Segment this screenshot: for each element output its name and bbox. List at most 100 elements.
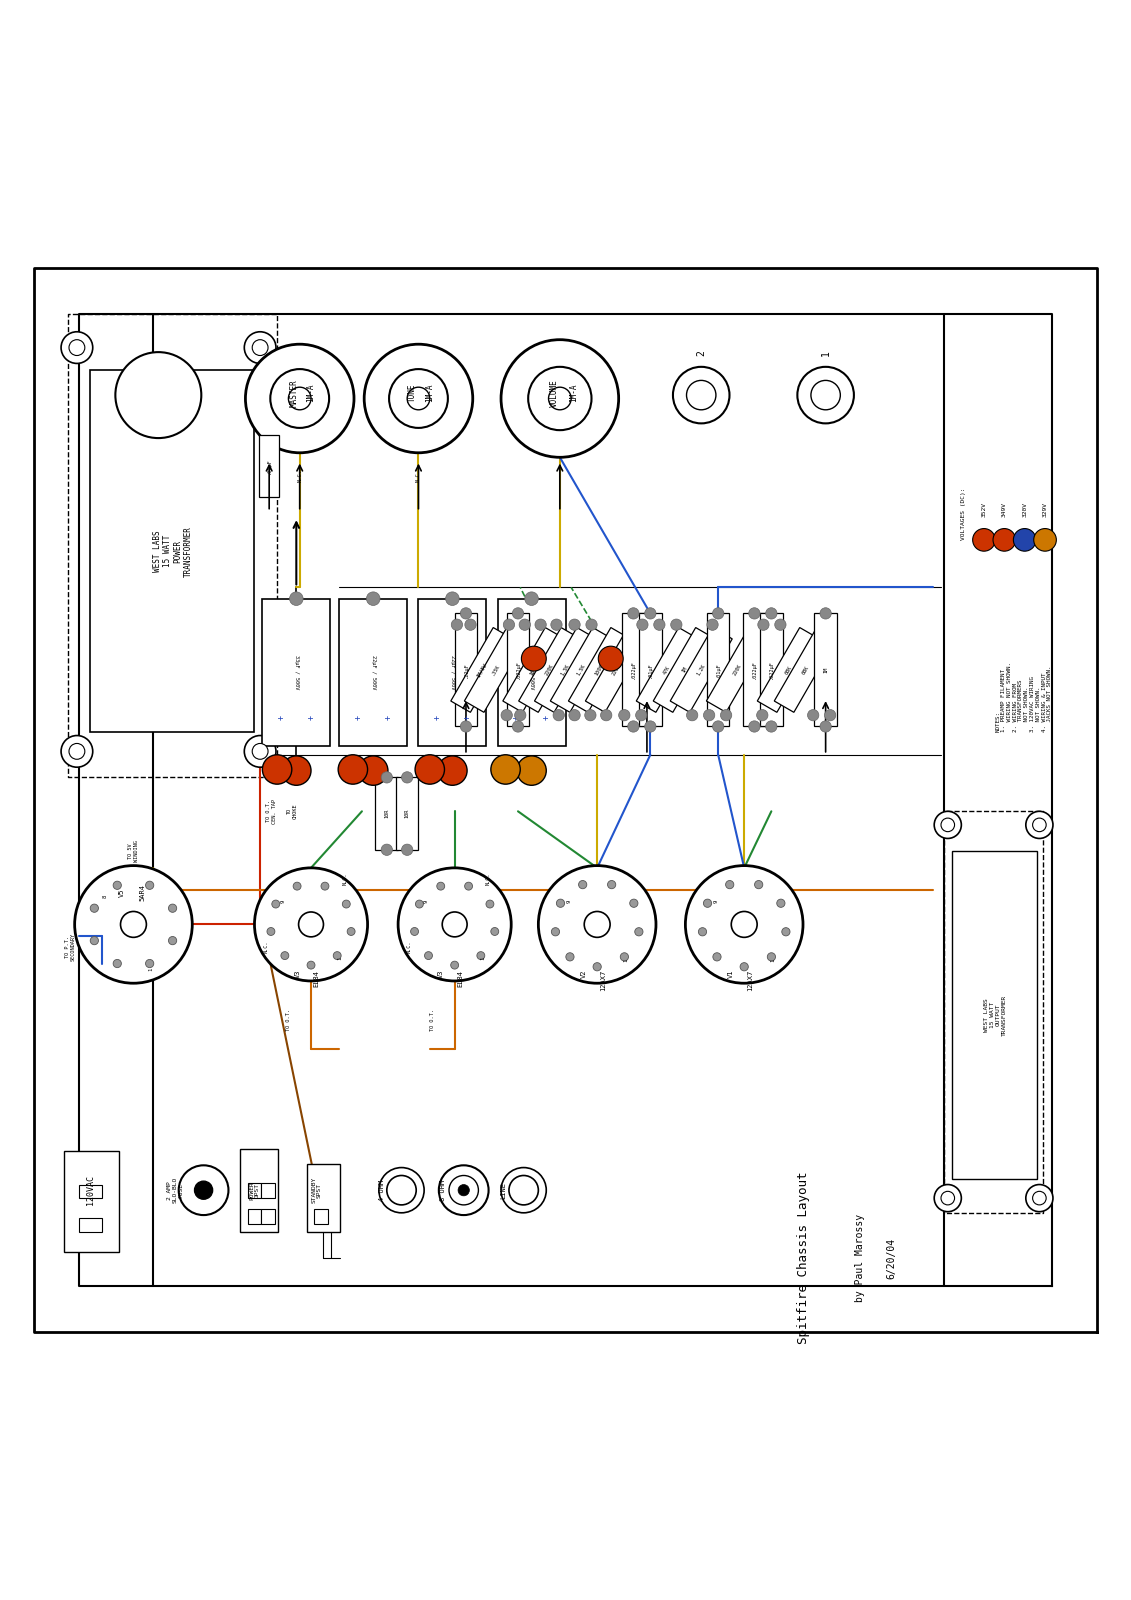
Text: 12AX7: 12AX7 <box>599 970 606 990</box>
Circle shape <box>687 381 716 410</box>
Circle shape <box>628 608 639 619</box>
Polygon shape <box>79 1219 102 1232</box>
Circle shape <box>465 619 476 630</box>
Circle shape <box>525 592 538 605</box>
Text: 120VAC: 120VAC <box>86 1174 95 1205</box>
Circle shape <box>620 952 629 962</box>
Circle shape <box>993 528 1016 550</box>
Text: 1M-A: 1M-A <box>569 384 578 402</box>
Circle shape <box>280 952 288 960</box>
Circle shape <box>169 904 176 912</box>
Text: 10R: 10R <box>405 810 409 818</box>
Circle shape <box>754 880 762 888</box>
Circle shape <box>398 867 511 981</box>
Text: 6/20/04: 6/20/04 <box>887 1237 896 1278</box>
Text: NOTES:
1. PREAMP FILAMENT
   WIRING NOT SHOWN.
2. WIRING FROM
   TRANSFORMERS
  : NOTES: 1. PREAMP FILAMENT WIRING NOT SHO… <box>995 662 1053 733</box>
Text: 5AR4: 5AR4 <box>139 885 146 901</box>
Circle shape <box>450 962 459 970</box>
Text: 4 OHM: 4 OHM <box>379 1179 386 1202</box>
Circle shape <box>934 811 961 838</box>
Text: TO 5V
WINDING: TO 5V WINDING <box>128 840 139 862</box>
Text: 22µF / 500V: 22µF / 500V <box>529 654 534 690</box>
Circle shape <box>757 709 768 722</box>
Circle shape <box>460 722 472 733</box>
Text: 22µF / 500V: 22µF / 500V <box>450 654 455 690</box>
Circle shape <box>766 608 777 619</box>
Circle shape <box>521 646 546 670</box>
Polygon shape <box>503 627 564 712</box>
Circle shape <box>262 755 292 784</box>
Circle shape <box>777 899 785 907</box>
Circle shape <box>379 1168 424 1213</box>
Text: N.C.: N.C. <box>297 469 302 482</box>
Circle shape <box>364 344 473 453</box>
Circle shape <box>503 619 515 630</box>
Polygon shape <box>622 613 645 726</box>
Circle shape <box>282 755 311 786</box>
Circle shape <box>713 952 722 962</box>
Text: 1M: 1M <box>823 667 828 674</box>
Circle shape <box>749 722 760 733</box>
Polygon shape <box>314 1210 328 1224</box>
Text: .022µF: .022µF <box>516 661 520 680</box>
Text: EL84: EL84 <box>457 970 464 987</box>
Text: 9: 9 <box>714 901 718 904</box>
Circle shape <box>252 339 268 355</box>
Text: 1M/5W: 1M/5W <box>476 662 487 678</box>
Circle shape <box>517 755 546 786</box>
Circle shape <box>732 912 757 938</box>
Circle shape <box>673 366 729 424</box>
Circle shape <box>402 771 413 782</box>
Text: TO
CHOKE: TO CHOKE <box>286 803 297 819</box>
Polygon shape <box>760 613 783 726</box>
Polygon shape <box>507 613 529 726</box>
Text: 100K: 100K <box>594 664 605 677</box>
Circle shape <box>630 899 638 907</box>
Circle shape <box>254 867 368 981</box>
Circle shape <box>766 722 777 733</box>
Text: LINE: LINE <box>500 1182 507 1198</box>
Polygon shape <box>707 627 768 712</box>
Circle shape <box>415 901 423 909</box>
Circle shape <box>687 709 698 722</box>
Text: POWER
DPST: POWER DPST <box>249 1181 260 1200</box>
Circle shape <box>636 709 647 722</box>
Circle shape <box>113 882 121 890</box>
Circle shape <box>381 771 392 782</box>
Circle shape <box>195 1181 213 1200</box>
Text: TO O.T.: TO O.T. <box>430 1010 434 1032</box>
Circle shape <box>934 1184 961 1211</box>
Circle shape <box>726 880 734 888</box>
Circle shape <box>782 928 791 936</box>
Circle shape <box>973 528 995 550</box>
Circle shape <box>271 901 279 909</box>
Circle shape <box>528 366 592 430</box>
Circle shape <box>179 1165 228 1214</box>
Text: 8: 8 <box>103 894 107 898</box>
Polygon shape <box>261 1210 275 1224</box>
Text: .22µF: .22µF <box>464 662 468 678</box>
Polygon shape <box>240 1149 278 1232</box>
Circle shape <box>553 709 564 722</box>
Circle shape <box>601 709 612 722</box>
Text: V2: V2 <box>580 970 587 978</box>
Text: .01µF: .01µF <box>267 459 271 474</box>
Polygon shape <box>339 598 407 746</box>
Circle shape <box>169 936 176 944</box>
Circle shape <box>290 592 303 605</box>
Circle shape <box>512 608 524 619</box>
Circle shape <box>288 387 311 410</box>
Circle shape <box>1026 811 1053 838</box>
Circle shape <box>824 709 836 722</box>
Polygon shape <box>743 613 766 726</box>
Circle shape <box>244 331 276 363</box>
Text: .01µF: .01µF <box>648 662 653 678</box>
Circle shape <box>121 912 146 938</box>
Text: .022µF: .022µF <box>752 661 757 680</box>
Circle shape <box>245 344 354 453</box>
Text: 2 AMP
SLO-BLO
FUSE: 2 AMP SLO-BLO FUSE <box>167 1178 183 1203</box>
Text: 220K: 220K <box>732 664 743 677</box>
Text: EL84: EL84 <box>313 970 320 987</box>
Circle shape <box>387 1176 416 1205</box>
Text: 1M-A: 1M-A <box>307 384 316 402</box>
